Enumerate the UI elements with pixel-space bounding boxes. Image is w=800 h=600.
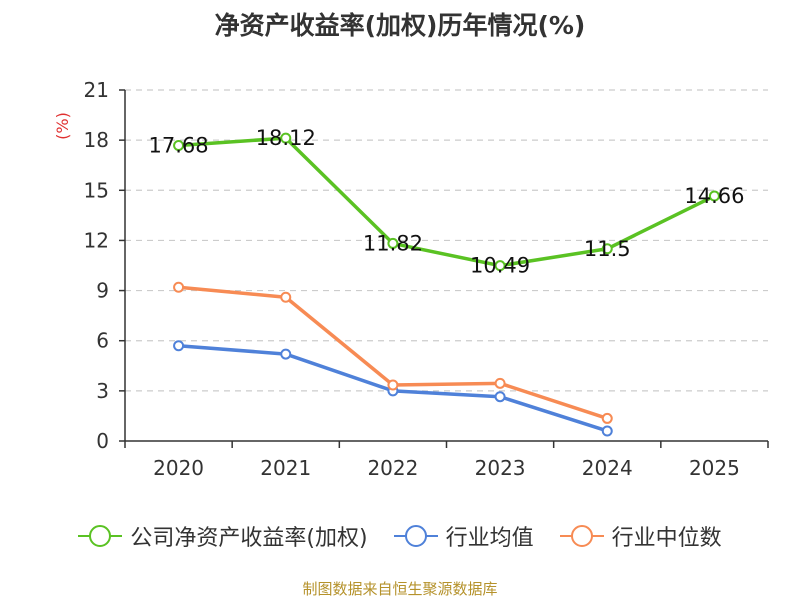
x-tick-label: 2022 [367, 456, 418, 480]
data-label: 11.5 [584, 237, 631, 261]
legend-item[interactable]: 行业均值 [393, 520, 534, 552]
legend-label: 行业中位数 [611, 526, 722, 551]
data-label: 18.12 [256, 126, 316, 150]
gridlines [125, 89, 768, 392]
data-point [173, 340, 185, 352]
y-tick-label: 6 [96, 329, 109, 353]
y-tick-label: 3 [96, 379, 109, 403]
x-tick-label: 2020 [153, 456, 204, 480]
legend: 公司净资产收益率(加权) 行业均值 行业中位数 [0, 520, 800, 552]
data-point [280, 132, 292, 144]
data-point [494, 377, 506, 389]
x-tick-label: 2023 [475, 456, 526, 480]
x-tick-label: 2021 [260, 456, 311, 480]
legend-marker-icon [393, 524, 438, 548]
y-tick-label: 9 [96, 279, 109, 303]
series-line-2 [178, 285, 608, 421]
legend-label: 行业均值 [445, 526, 534, 551]
data-point [601, 425, 613, 437]
data-label: 14.66 [684, 184, 744, 208]
y-tick-label: 0 [96, 429, 109, 453]
axes: 0 3 6 9 12 15 18 21 (%) 2020 2021 2022 2023 2024 2025 [53, 78, 769, 480]
y-tick-label: 21 [84, 78, 109, 102]
series [173, 132, 720, 437]
data-point [494, 391, 506, 403]
x-tick-label: 2025 [689, 456, 740, 480]
data-point [173, 139, 185, 151]
source-note: 制图数据来自恒生聚源数据库 [302, 580, 498, 598]
data-point [494, 260, 506, 272]
legend-item[interactable]: 公司净资产收益率(加权) [78, 520, 368, 552]
data-point [387, 237, 399, 249]
legend-label: 公司净资产收益率(加权) [130, 526, 368, 551]
y-tick-label: 12 [84, 228, 109, 252]
series-line-0 [178, 136, 716, 268]
y-tick-label: 15 [84, 178, 109, 202]
data-label: 11.82 [363, 231, 423, 255]
data-label: 10.49 [470, 254, 530, 278]
data-labels: 17.68 18.12 11.82 10.49 11.5 14.66 [149, 126, 745, 278]
data-point [173, 281, 185, 293]
data-point [601, 412, 613, 424]
data-point [387, 379, 399, 391]
x-tick-label: 2024 [582, 456, 633, 480]
legend-marker-icon [78, 524, 123, 548]
data-point [280, 291, 292, 303]
data-label: 17.68 [149, 133, 209, 157]
y-tick-label: 18 [84, 128, 109, 152]
chart-title: 净资产收益率(加权)历年情况(%) [214, 11, 586, 40]
legend-item[interactable]: 行业中位数 [559, 520, 722, 552]
y-axis-label: (%) [53, 112, 72, 140]
data-point [601, 243, 613, 255]
data-point [280, 348, 292, 360]
data-point [708, 190, 720, 202]
legend-marker-icon [559, 524, 604, 548]
